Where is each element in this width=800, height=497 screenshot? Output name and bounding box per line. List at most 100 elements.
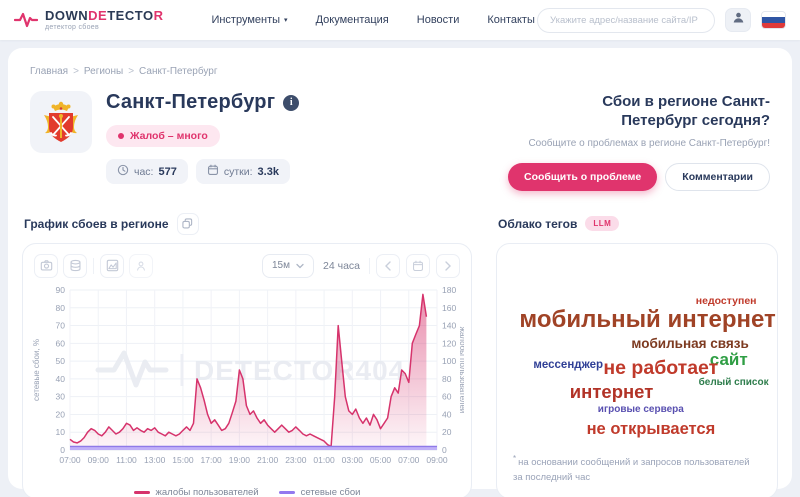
next-range-button[interactable] — [436, 253, 460, 278]
prev-range-button[interactable] — [376, 253, 400, 278]
tag-word[interactable]: интернет — [569, 381, 654, 403]
tags-section-title: Облако тегов — [498, 216, 578, 231]
logo-word-part: DOWN — [45, 8, 89, 23]
svg-text:30: 30 — [56, 391, 66, 401]
tag-word[interactable]: игровые сервера — [597, 403, 684, 415]
breadcrumb-item[interactable]: Главная — [30, 66, 69, 77]
chevron-right-icon — [445, 260, 451, 271]
calendar-picker-button[interactable] — [406, 253, 430, 278]
svg-text:23:00: 23:00 — [285, 455, 307, 465]
svg-text:90: 90 — [56, 285, 66, 295]
svg-text:10: 10 — [56, 427, 66, 437]
tag-cloud-panel: * на основании сообщений и запросов польз… — [496, 242, 778, 497]
language-flag-ru[interactable] — [761, 11, 786, 29]
status-dot-icon — [118, 133, 124, 139]
user-icon — [732, 11, 745, 29]
svg-text:01:00: 01:00 — [313, 455, 335, 465]
logo-word-part: R — [153, 8, 164, 23]
svg-text:80: 80 — [442, 373, 452, 383]
stat-hour: час: 577 — [106, 159, 188, 184]
area-chart-mode-button[interactable] — [100, 253, 124, 278]
region-coat-of-arms — [30, 91, 92, 153]
svg-text:80: 80 — [56, 302, 66, 312]
tag-word[interactable]: сайт — [709, 350, 748, 370]
nav-menu: Инструменты ▾ Документация Новости Контакты — [211, 14, 534, 26]
info-icon[interactable]: i — [283, 94, 300, 111]
logo[interactable]: DOWNDETECTOR детектор сбоев — [14, 9, 163, 31]
nav-item-новости[interactable]: Новости — [416, 14, 460, 26]
llm-badge: LLM — [585, 216, 620, 231]
svg-text:120: 120 — [442, 338, 456, 348]
chart-section-title: График сбоев в регионе — [24, 216, 169, 231]
svg-text:40: 40 — [56, 373, 66, 383]
breadcrumb-item[interactable]: Регионы — [83, 66, 124, 77]
svg-text:21:00: 21:00 — [257, 455, 279, 465]
svg-text:20: 20 — [442, 427, 452, 437]
svg-text:07:00: 07:00 — [398, 455, 420, 465]
legend-line-icon — [278, 490, 295, 494]
svg-text:17:00: 17:00 — [201, 455, 223, 465]
chart-panel: 15м 24 часа — [22, 242, 472, 497]
status-badge: Жалоб – много — [106, 125, 220, 147]
chart-legend: жалобы пользователей сетевые сбои — [30, 487, 464, 497]
svg-text:60: 60 — [56, 338, 66, 348]
search-input[interactable] — [537, 7, 715, 33]
breadcrumb-item: Санкт-Петербург — [139, 66, 218, 77]
nav-item-инструменты[interactable]: Инструменты ▾ — [211, 14, 288, 26]
calendar-icon — [413, 260, 423, 271]
legend-item[interactable]: жалобы пользователей — [133, 487, 259, 497]
tag-word[interactable]: мобильный интернет — [519, 306, 776, 334]
report-problem-button[interactable]: Сообщить о проблеме — [507, 162, 658, 191]
svg-text:0: 0 — [442, 445, 447, 455]
svg-text:0: 0 — [60, 445, 65, 455]
nav-item-контакты[interactable]: Контакты — [487, 14, 535, 26]
logo-tagline: детектор сбоев — [45, 24, 99, 31]
profile-button[interactable] — [725, 8, 751, 32]
cta-subtext: Сообщите о проблемах в регионе Санкт-Пет… — [528, 137, 770, 149]
svg-text:160: 160 — [442, 302, 456, 312]
pulse-logo-icon — [14, 11, 38, 29]
camera-snapshot-button[interactable] — [34, 253, 58, 278]
logo-word-part: DE — [88, 8, 108, 23]
content-card: Главная > Регионы > Санкт-Петербург Санкт-П — [8, 48, 792, 497]
svg-text:09:00: 09:00 — [88, 455, 110, 465]
chart-toolbar: 15м 24 часа — [30, 252, 464, 282]
clock-icon — [117, 164, 129, 179]
legend-item[interactable]: сетевые сбои — [278, 487, 360, 497]
svg-text:07:00: 07:00 — [59, 455, 81, 465]
svg-text:140: 140 — [442, 320, 456, 330]
cursor-user-button[interactable] — [129, 253, 153, 278]
svg-text:сетевые сбои, %: сетевые сбои, % — [32, 339, 41, 401]
legend-line-icon — [133, 490, 150, 494]
page-title: Санкт-Петербург — [106, 91, 276, 113]
tag-word[interactable]: мобильная связь — [631, 336, 749, 352]
svg-text:100: 100 — [442, 356, 456, 366]
svg-text:жалобы пользователей: жалобы пользователей — [458, 326, 464, 413]
svg-text:03:00: 03:00 — [342, 455, 364, 465]
tag-word[interactable]: белый список — [698, 377, 769, 389]
svg-text:70: 70 — [56, 320, 66, 330]
logo-word-part: TECTO — [107, 8, 154, 23]
cta-heading: Сбои в регионе Санкт-Петербург сегодня? — [602, 93, 770, 129]
svg-text:09:00: 09:00 — [426, 455, 448, 465]
svg-text:19:00: 19:00 — [229, 455, 251, 465]
tag-word[interactable]: мессенджер — [533, 359, 603, 372]
svg-text:11:00: 11:00 — [116, 455, 137, 465]
svg-text:15:00: 15:00 — [172, 455, 194, 465]
comments-button[interactable]: Комментарии — [665, 162, 770, 191]
outage-chart[interactable]: 0 0 10 20 20 40 30 60 40 80 50 100 60 120 70 140 80 160 90… — [30, 282, 467, 485]
data-export-button[interactable] — [63, 253, 87, 278]
tag-word[interactable]: недоступен — [695, 294, 757, 307]
logo-wordmark: DOWNDETECTOR — [45, 9, 163, 22]
svg-text:13:00: 13:00 — [144, 455, 166, 465]
chevron-down-icon: ▾ — [284, 17, 288, 24]
calendar-icon — [207, 164, 219, 179]
svg-text:20: 20 — [56, 409, 66, 419]
tag-word[interactable]: не открывается — [586, 420, 716, 439]
tag-word[interactable]: не работает — [603, 357, 719, 380]
tag-cloud-footnote: * на основании сообщений и запросов польз… — [513, 453, 750, 483]
copy-widget-button[interactable] — [176, 212, 199, 235]
stat-day: сутки: 3.3k — [195, 159, 290, 184]
nav-item-документация[interactable]: Документация — [315, 14, 389, 26]
interval-select[interactable]: 15м — [262, 253, 314, 278]
